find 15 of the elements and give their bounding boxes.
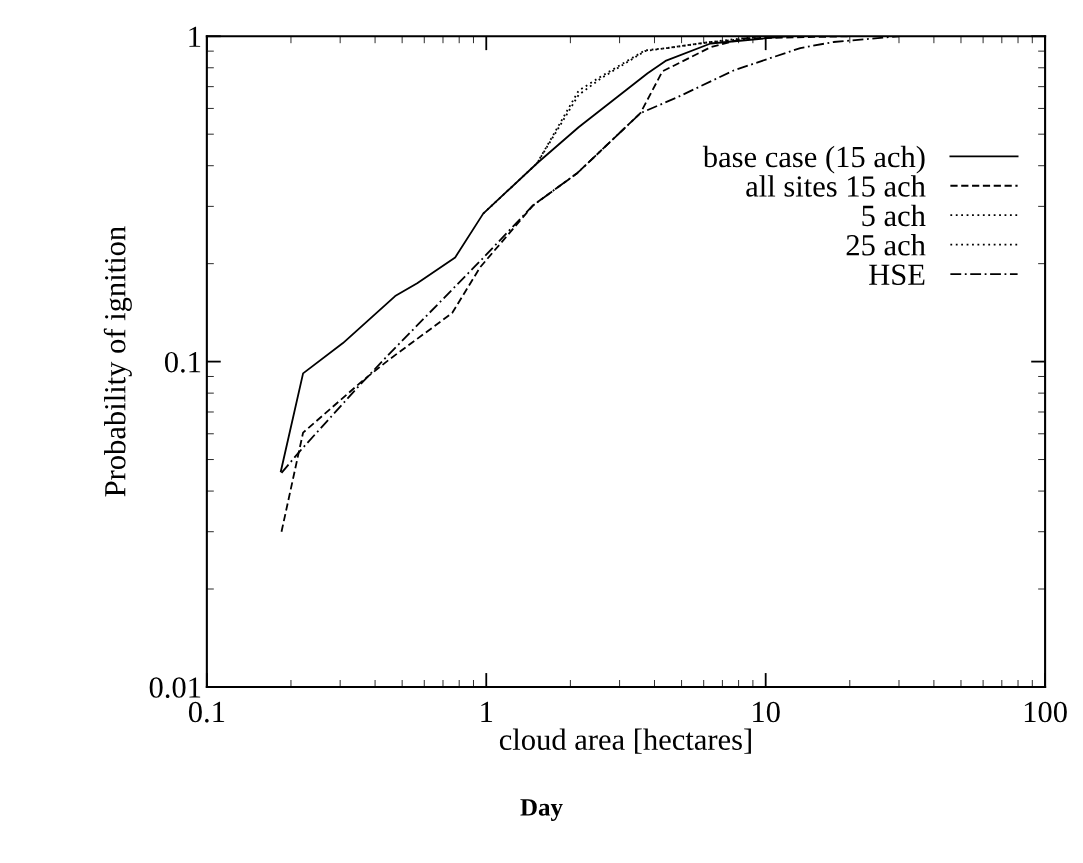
x-tick-label: 10 — [753, 701, 780, 723]
x-axis-title: cloud area [hectares] — [499, 728, 751, 754]
y-tick-label: 0.01 — [149, 677, 201, 698]
y-axis-title: Probability of ignition — [103, 226, 132, 497]
x-tick-label: 0.1 — [188, 701, 225, 723]
x-tick-label: 1 — [481, 701, 493, 723]
legend-label: HSE — [869, 264, 925, 286]
y-tick-label: 1 — [189, 26, 201, 47]
legend-label: all sites 15 ach — [746, 175, 926, 197]
legend-label: base case (15 ach) — [702, 145, 925, 174]
legend-label: 5 ach — [862, 204, 926, 227]
legend-label: 25 ach — [846, 234, 926, 256]
text: Day — [520, 799, 563, 821]
x-tick-label: 100 — [1024, 701, 1067, 723]
y-tick-label: 0.1 — [164, 351, 201, 373]
